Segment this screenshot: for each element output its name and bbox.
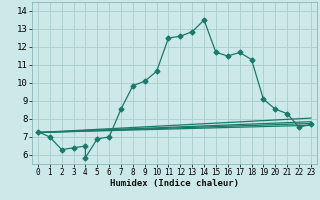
X-axis label: Humidex (Indice chaleur): Humidex (Indice chaleur) bbox=[110, 179, 239, 188]
